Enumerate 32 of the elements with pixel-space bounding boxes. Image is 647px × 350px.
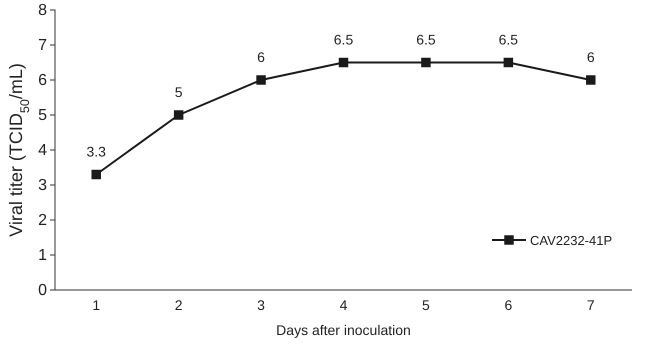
point [586,75,596,85]
y-tick-label: 8 [38,2,48,20]
legend-label: CAV2232-41P [530,233,612,248]
x-axis-title: Days after inoculation [276,322,411,338]
point [421,58,431,68]
x-tick-label: 2 [174,296,183,313]
y-tick-label: 0 [38,282,48,300]
y-tick-label: 1 [38,247,48,264]
y-tick-label: 2 [38,212,48,230]
x-tick-label: 6 [504,296,512,313]
y-tick-label: 3 [38,177,48,194]
data-label: 6.5 [498,32,518,48]
x-tick-label: 7 [586,296,595,313]
data-label: 5 [174,84,183,100]
point [91,170,101,180]
data-label: 6.5 [416,32,436,48]
y-tick-label: 5 [38,107,48,124]
x-tick-label: 4 [340,296,348,313]
point [174,110,184,120]
y-tick-label: 6 [38,72,48,90]
x-tick-label: 1 [92,296,100,313]
point [504,58,514,68]
data-label: 3.3 [86,144,106,160]
point [256,75,266,85]
data-label: 6 [586,49,595,65]
x-tick-label: 3 [257,296,266,313]
data-label: 6 [257,49,266,65]
x-tick-label: 5 [422,296,430,313]
point [338,58,348,68]
data-label: 6.5 [334,32,354,48]
y-tick-label: 4 [38,142,48,160]
y-tick-label: 7 [38,37,48,54]
